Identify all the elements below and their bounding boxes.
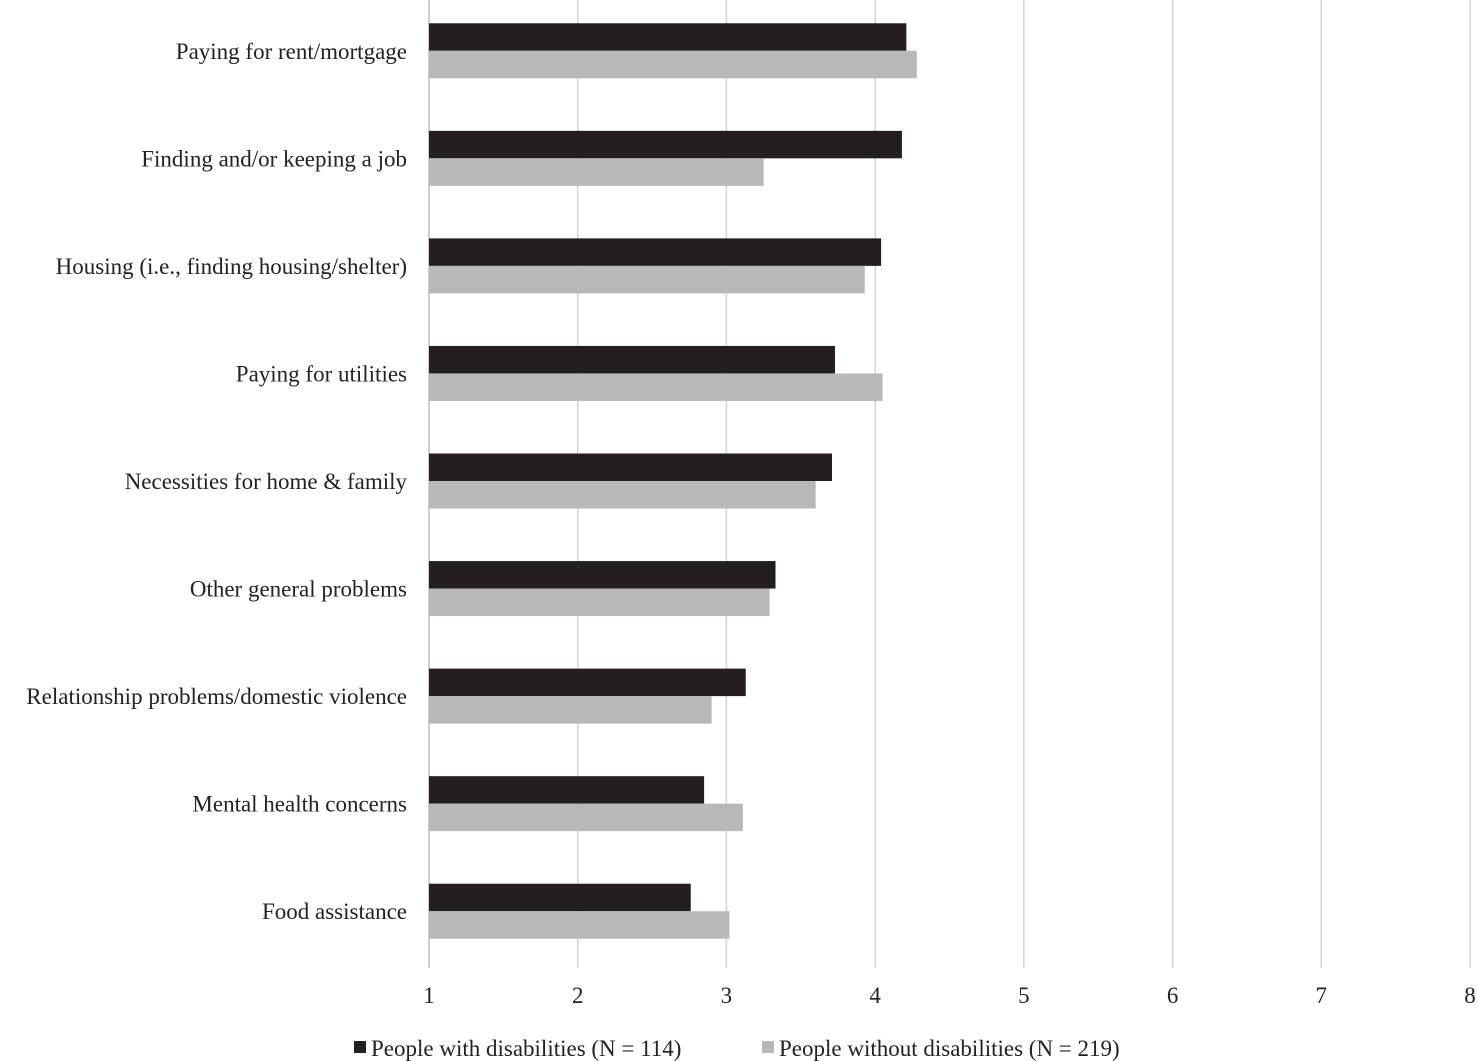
legend-swatch-with-disabilities xyxy=(354,1041,366,1053)
x-tick-label-7: 7 xyxy=(1316,983,1328,1008)
legend-swatch-without-disabilities xyxy=(762,1041,774,1053)
x-tick-label-1: 1 xyxy=(423,983,435,1008)
x-tick-label-8: 8 xyxy=(1464,983,1476,1008)
bar-relationship-problems-domestic-violence-without-disabilities xyxy=(429,696,712,724)
x-tick-label-6: 6 xyxy=(1167,983,1179,1008)
category-label-mental-health-concerns: Mental health concerns xyxy=(192,792,407,817)
bar-paying-for-rent-mortgage-without-disabilities xyxy=(429,50,917,79)
x-tick-label-5: 5 xyxy=(1018,983,1030,1008)
bar-housing-i-e-finding-housing-shelter-with-disabilities xyxy=(429,238,882,266)
x-axis-tick-labels: 1 2 3 4 5 6 7 8 xyxy=(423,983,1476,1008)
bar-finding-and-or-keeping-a-job-with-disabilities xyxy=(429,130,902,159)
bar-necessities-for-home-family-without-disabilities xyxy=(429,481,816,509)
category-label-food-assistance: Food assistance xyxy=(262,899,407,924)
category-label-finding-and-or-keeping-a-job: Finding and/or keeping a job xyxy=(141,146,407,171)
bar-housing-i-e-finding-housing-shelter-without-disabilities xyxy=(429,265,865,294)
category-label-other-general-problems: Other general problems xyxy=(190,577,407,602)
bar-other-general-problems-with-disabilities xyxy=(429,561,776,589)
bar-paying-for-utilities-without-disabilities xyxy=(429,373,883,401)
legend-label-with-disabilities: People with disabilities (N = 114) xyxy=(371,1036,681,1061)
x-tick-label-3: 3 xyxy=(721,983,733,1008)
bar-paying-for-utilities-with-disabilities xyxy=(429,345,835,374)
bar-food-assistance-without-disabilities xyxy=(429,911,730,939)
category-label-paying-for-utilities: Paying for utilities xyxy=(236,361,407,386)
x-tick-label-2: 2 xyxy=(572,983,584,1008)
bar-food-assistance-with-disabilities xyxy=(429,883,691,912)
bars xyxy=(429,23,917,939)
x-tick-label-4: 4 xyxy=(869,983,881,1008)
category-label-relationship-problems-domestic-violence: Relationship problems/domestic violence xyxy=(26,684,407,709)
category-label-necessities-for-home-family: Necessities for home & family xyxy=(125,469,408,494)
bar-finding-and-or-keeping-a-job-without-disabilities xyxy=(429,158,764,186)
bar-mental-health-concerns-with-disabilities xyxy=(429,776,705,804)
category-label-housing-i-e-finding-housing-shelter: Housing (i.e., finding housing/shelter) xyxy=(56,254,407,279)
legend: People with disabilities (N = 114) Peopl… xyxy=(354,1036,1120,1061)
bar-relationship-problems-domestic-violence-with-disabilities xyxy=(429,668,746,697)
bar-paying-for-rent-mortgage-with-disabilities xyxy=(429,23,907,51)
bar-mental-health-concerns-without-disabilities xyxy=(429,803,743,832)
category-label-paying-for-rent-mortgage: Paying for rent/mortgage xyxy=(176,39,407,64)
bar-necessities-for-home-family-with-disabilities xyxy=(429,453,833,481)
category-labels: Paying for rent/mortgage Finding and/or k… xyxy=(26,39,407,924)
legend-label-without-disabilities: People without disabilities (N = 219) xyxy=(779,1036,1120,1061)
bar-other-general-problems-without-disabilities xyxy=(429,588,770,617)
